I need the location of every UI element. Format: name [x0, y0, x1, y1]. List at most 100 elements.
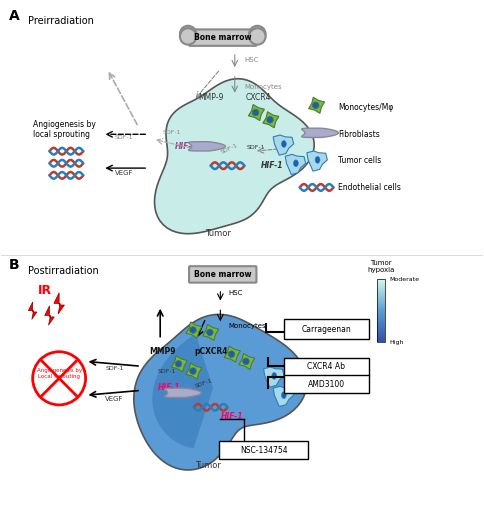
Bar — [377, 338, 385, 339]
Circle shape — [180, 26, 197, 42]
Bar — [377, 298, 385, 299]
Polygon shape — [239, 353, 255, 369]
Ellipse shape — [272, 372, 277, 379]
Ellipse shape — [282, 392, 286, 399]
Bar — [377, 308, 385, 310]
Polygon shape — [225, 346, 241, 362]
Polygon shape — [134, 314, 307, 470]
Polygon shape — [273, 386, 294, 406]
Circle shape — [190, 327, 197, 333]
Bar — [377, 319, 385, 321]
Bar — [377, 302, 385, 303]
Bar — [377, 341, 385, 342]
Circle shape — [180, 28, 197, 45]
Bar — [377, 296, 385, 297]
Polygon shape — [54, 293, 64, 314]
Text: pCXCR4: pCXCR4 — [194, 347, 227, 356]
Text: MMP-9: MMP-9 — [198, 93, 224, 102]
Bar — [377, 337, 385, 338]
Polygon shape — [264, 367, 284, 387]
Bar — [377, 289, 385, 290]
Text: VEGF: VEGF — [105, 396, 124, 402]
Bar — [377, 325, 385, 327]
Bar — [377, 328, 385, 330]
Bar — [377, 287, 385, 288]
Bar — [377, 303, 385, 304]
Bar — [377, 285, 385, 287]
Bar — [377, 301, 385, 302]
Text: SDF-1: SDF-1 — [105, 366, 124, 371]
Text: Tumor: Tumor — [196, 461, 221, 470]
Bar — [377, 313, 385, 315]
Bar — [377, 282, 385, 283]
Polygon shape — [154, 79, 314, 234]
Text: IR: IR — [38, 284, 52, 297]
Polygon shape — [285, 154, 306, 175]
Text: CXCR4 Ab: CXCR4 Ab — [307, 362, 345, 371]
Bar — [377, 335, 385, 336]
Circle shape — [252, 109, 259, 116]
Circle shape — [175, 360, 182, 367]
Circle shape — [242, 358, 249, 365]
Polygon shape — [186, 363, 202, 379]
Bar — [377, 305, 385, 307]
Text: Monocytes: Monocytes — [244, 84, 282, 90]
Bar — [377, 279, 385, 342]
Text: B: B — [9, 259, 19, 272]
Bar — [377, 322, 385, 323]
Text: SDF-1: SDF-1 — [194, 378, 213, 389]
Circle shape — [207, 329, 213, 336]
Polygon shape — [273, 135, 294, 155]
Bar — [377, 307, 385, 308]
Text: Preirradiation: Preirradiation — [28, 16, 94, 26]
Bar — [377, 311, 385, 312]
Polygon shape — [263, 112, 279, 128]
Bar — [377, 315, 385, 316]
Text: CXCR4: CXCR4 — [246, 93, 272, 102]
Text: HIF-1: HIF-1 — [220, 413, 243, 421]
Bar — [377, 327, 385, 328]
Bar — [377, 324, 385, 325]
Bar — [377, 304, 385, 305]
Bar — [377, 281, 385, 282]
Circle shape — [313, 102, 319, 109]
Text: HIF-1: HIF-1 — [175, 142, 197, 151]
Text: Endothelial cells: Endothelial cells — [338, 183, 401, 192]
Bar — [377, 331, 385, 332]
Text: HIF-1: HIF-1 — [158, 383, 180, 392]
Text: MMP9: MMP9 — [150, 347, 176, 356]
Bar — [377, 317, 385, 318]
Text: SDF-1: SDF-1 — [158, 369, 176, 374]
Bar — [377, 310, 385, 311]
Bar — [377, 333, 385, 335]
Text: Tumor
hypoxia: Tumor hypoxia — [367, 261, 395, 273]
Polygon shape — [171, 356, 187, 372]
Bar — [377, 330, 385, 331]
Text: Tumor cells: Tumor cells — [338, 157, 381, 165]
Bar — [377, 290, 385, 292]
Text: HSC: HSC — [244, 57, 259, 63]
Text: HIF-1: HIF-1 — [261, 161, 284, 170]
Text: SDF-1: SDF-1 — [163, 130, 181, 135]
Polygon shape — [248, 105, 264, 121]
Text: Carrageenan: Carrageenan — [302, 324, 351, 334]
Text: HSC: HSC — [228, 290, 243, 296]
Polygon shape — [203, 324, 219, 340]
Bar — [377, 292, 385, 293]
Bar — [377, 339, 385, 341]
Text: A: A — [9, 9, 19, 23]
Polygon shape — [165, 388, 201, 398]
Bar — [377, 293, 385, 294]
Text: High: High — [389, 339, 404, 345]
Text: SDF-1: SDF-1 — [247, 145, 265, 150]
Text: Bone marrow: Bone marrow — [194, 270, 252, 279]
Text: SDF-1: SDF-1 — [220, 142, 239, 154]
Text: Fibroblasts: Fibroblasts — [338, 130, 380, 139]
FancyBboxPatch shape — [284, 319, 368, 339]
Text: Moderate: Moderate — [389, 277, 419, 282]
Bar — [377, 283, 385, 284]
Polygon shape — [45, 306, 54, 325]
Bar — [377, 323, 385, 324]
Polygon shape — [302, 128, 338, 138]
Text: Tumor: Tumor — [205, 229, 231, 238]
